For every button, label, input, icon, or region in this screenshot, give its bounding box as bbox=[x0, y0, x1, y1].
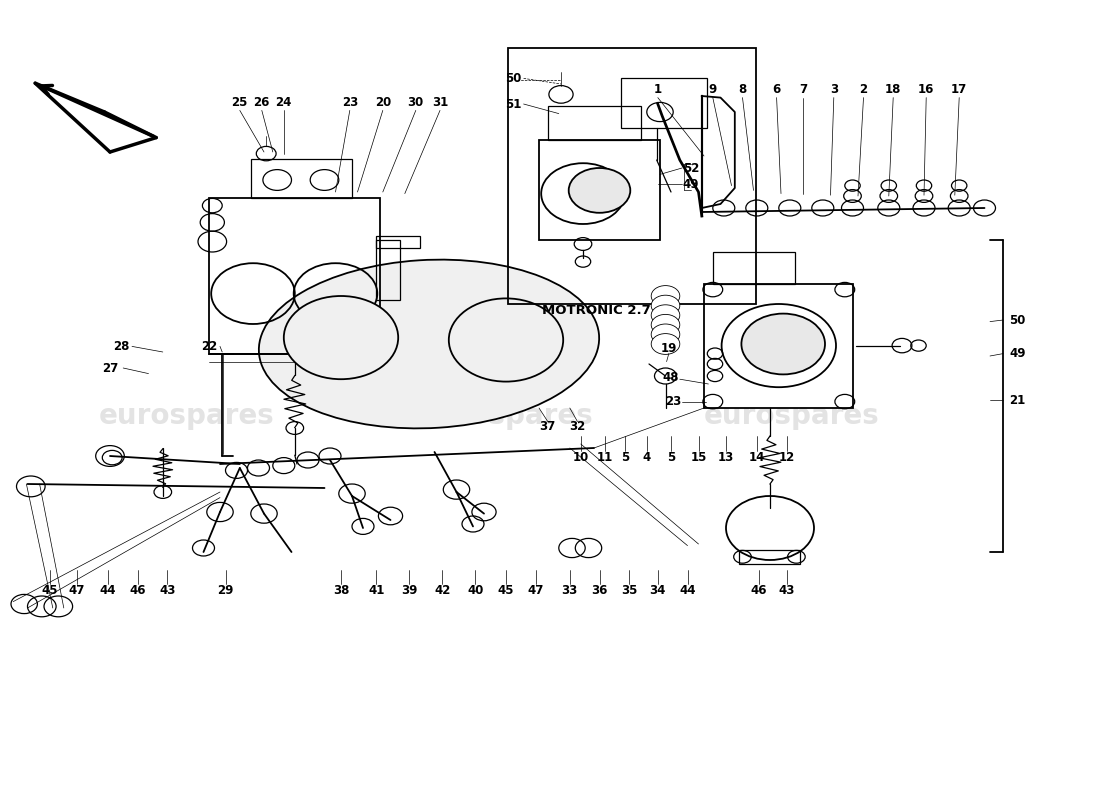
Text: 23: 23 bbox=[666, 395, 681, 408]
Text: 37: 37 bbox=[540, 420, 556, 433]
Text: 50: 50 bbox=[506, 72, 521, 85]
Bar bbox=[548, 106, 641, 140]
Circle shape bbox=[449, 298, 563, 382]
Text: 4: 4 bbox=[642, 451, 651, 464]
Text: 22: 22 bbox=[201, 340, 217, 353]
Text: 14: 14 bbox=[749, 451, 764, 464]
Circle shape bbox=[651, 286, 680, 306]
Text: 41: 41 bbox=[368, 584, 384, 597]
Text: 44: 44 bbox=[99, 584, 117, 597]
Text: 1: 1 bbox=[653, 83, 662, 96]
Circle shape bbox=[569, 168, 630, 213]
Text: 51: 51 bbox=[506, 98, 521, 110]
Text: 49: 49 bbox=[1010, 347, 1025, 360]
Text: 12: 12 bbox=[779, 451, 794, 464]
Text: 25: 25 bbox=[232, 96, 248, 109]
Text: eurospares: eurospares bbox=[418, 402, 594, 430]
Text: 46: 46 bbox=[750, 584, 767, 597]
Text: 11: 11 bbox=[597, 451, 613, 464]
Text: 43: 43 bbox=[160, 584, 175, 597]
Bar bbox=[539, 140, 660, 240]
Text: 32: 32 bbox=[570, 420, 585, 433]
Circle shape bbox=[284, 296, 398, 379]
Text: 36: 36 bbox=[592, 584, 607, 597]
Text: MOTRONIC 2.7: MOTRONIC 2.7 bbox=[542, 304, 650, 317]
Circle shape bbox=[651, 314, 680, 335]
Text: 33: 33 bbox=[562, 584, 578, 597]
Circle shape bbox=[651, 334, 680, 354]
Ellipse shape bbox=[258, 260, 600, 428]
Text: 40: 40 bbox=[468, 584, 483, 597]
Text: 13: 13 bbox=[718, 451, 734, 464]
Text: 10: 10 bbox=[573, 451, 588, 464]
Text: 47: 47 bbox=[528, 584, 543, 597]
Text: 39: 39 bbox=[402, 584, 417, 597]
Text: 26: 26 bbox=[254, 96, 270, 109]
Text: 3: 3 bbox=[829, 83, 838, 96]
Circle shape bbox=[651, 305, 680, 326]
Text: 24: 24 bbox=[276, 96, 292, 109]
Text: 5: 5 bbox=[620, 451, 629, 464]
Text: 28: 28 bbox=[113, 340, 129, 353]
Bar bbox=[251, 159, 352, 198]
Text: 38: 38 bbox=[333, 584, 349, 597]
Text: 2: 2 bbox=[859, 83, 868, 96]
Bar bbox=[376, 240, 400, 300]
Text: 30: 30 bbox=[408, 96, 424, 109]
Text: 52: 52 bbox=[683, 162, 698, 174]
Text: 7: 7 bbox=[799, 83, 807, 96]
Bar bbox=[704, 284, 852, 408]
Text: 50: 50 bbox=[1010, 314, 1025, 326]
Text: 16: 16 bbox=[918, 83, 934, 96]
Text: 20: 20 bbox=[375, 96, 390, 109]
Text: eurospares: eurospares bbox=[704, 402, 880, 430]
Text: 27: 27 bbox=[102, 362, 118, 374]
Text: 5: 5 bbox=[667, 451, 675, 464]
Text: 9: 9 bbox=[708, 83, 717, 96]
Circle shape bbox=[741, 314, 825, 374]
Text: eurospares: eurospares bbox=[99, 402, 275, 430]
Text: 46: 46 bbox=[130, 584, 145, 597]
Text: 42: 42 bbox=[434, 584, 450, 597]
Text: 48: 48 bbox=[662, 371, 680, 384]
Text: 23: 23 bbox=[342, 96, 358, 109]
Text: 31: 31 bbox=[432, 96, 448, 109]
Bar bbox=[739, 550, 800, 564]
Bar bbox=[713, 252, 795, 284]
Text: 17: 17 bbox=[952, 83, 967, 96]
Bar bbox=[621, 78, 707, 128]
Text: 21: 21 bbox=[1010, 394, 1025, 406]
Text: 34: 34 bbox=[650, 584, 666, 597]
Bar bbox=[209, 198, 380, 354]
Text: 43: 43 bbox=[779, 584, 794, 597]
Bar bbox=[508, 48, 756, 304]
Circle shape bbox=[651, 324, 680, 345]
Text: 8: 8 bbox=[738, 83, 747, 96]
Bar bbox=[376, 236, 420, 248]
Text: 15: 15 bbox=[691, 451, 706, 464]
Circle shape bbox=[651, 295, 680, 316]
Text: 44: 44 bbox=[680, 584, 695, 597]
Text: 47: 47 bbox=[69, 584, 85, 597]
Text: 45: 45 bbox=[42, 584, 57, 597]
Text: 35: 35 bbox=[621, 584, 637, 597]
Text: 19: 19 bbox=[661, 342, 676, 354]
Text: 45: 45 bbox=[497, 584, 515, 597]
Text: 18: 18 bbox=[886, 83, 901, 96]
Text: 49: 49 bbox=[682, 178, 700, 190]
Text: 6: 6 bbox=[772, 83, 781, 96]
Text: 29: 29 bbox=[218, 584, 233, 597]
